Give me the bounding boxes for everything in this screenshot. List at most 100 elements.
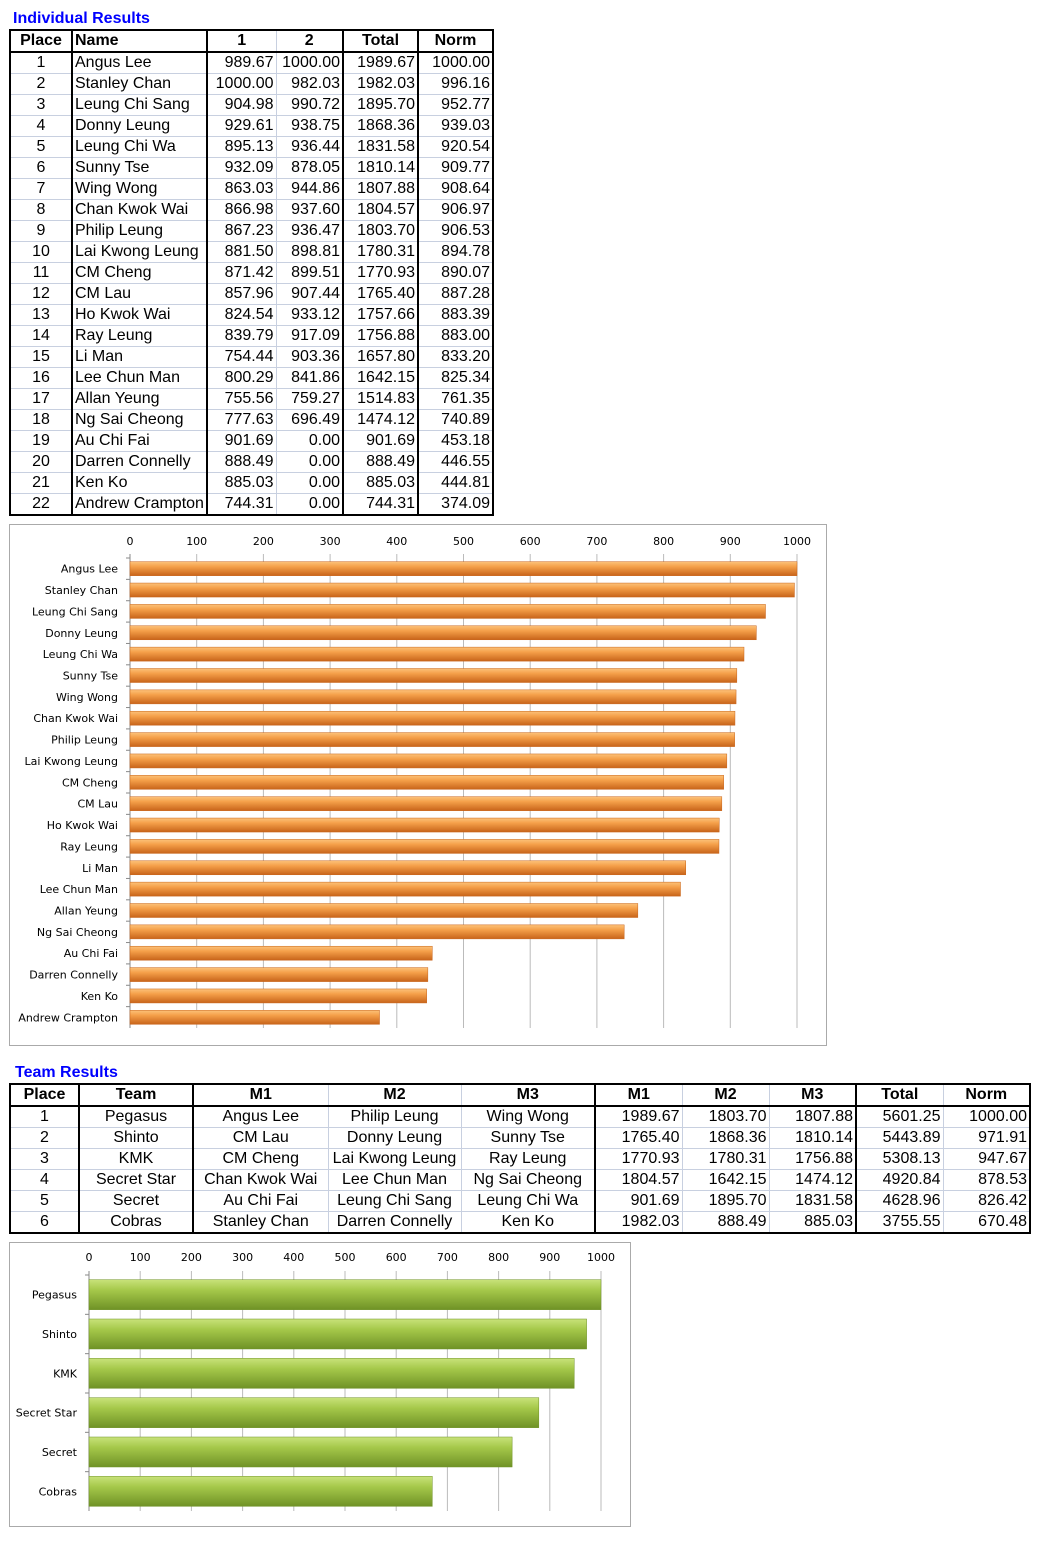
table-cell: 895.13: [206, 136, 276, 158]
table-cell: Pegasus: [78, 1106, 193, 1128]
table-cell: Stanley Chan: [71, 73, 207, 95]
table-cell: 0.00: [275, 472, 343, 494]
table-cell: Ken Ko: [460, 1211, 595, 1234]
bar: [88, 1358, 575, 1389]
table-cell: Allan Yeung: [71, 388, 207, 410]
table-row: 4 Secret Star Chan Kwok Wai Lee Chun Man Ng …: [9, 1169, 1030, 1191]
table-cell: 1982.03: [594, 1211, 682, 1234]
table-cell: 1000.00: [417, 52, 493, 74]
tick-label: 500: [335, 1251, 356, 1264]
table-cell: 22: [9, 493, 72, 516]
table-cell: 833.20: [417, 346, 493, 368]
table-cell: 1000.00: [942, 1106, 1030, 1128]
category-label: CM Lau: [77, 798, 118, 811]
table-cell: 1804.57: [594, 1169, 682, 1191]
tick-label: 900: [720, 535, 741, 548]
bar-chart-svg: 0 100 200 300 400 500 600 700 800 900 1000 Pegasus S…: [16, 1251, 615, 1511]
bar: [129, 924, 625, 940]
table-cell: Leung Chi Sang: [327, 1190, 461, 1212]
table-cell: Shinto: [78, 1127, 193, 1149]
table-cell: 20: [9, 451, 72, 473]
table-cell: Darren Connelly: [327, 1211, 461, 1234]
column-header: M1: [594, 1084, 682, 1107]
table-cell: 374.09: [417, 493, 493, 516]
table-cell: 938.75: [275, 115, 343, 137]
table-cell: 1982.03: [342, 73, 418, 95]
table-cell: Secret Star: [78, 1169, 193, 1191]
table-cell: 1780.31: [681, 1148, 769, 1170]
column-header: M3: [460, 1084, 595, 1107]
table-cell: 982.03: [275, 73, 343, 95]
bar: [129, 561, 798, 576]
table-cell: 932.09: [206, 157, 276, 179]
table-cell: 888.49: [342, 451, 418, 473]
table-cell: 18: [9, 409, 72, 431]
table-cell: 1810.14: [342, 157, 418, 179]
table-cell: 929.61: [206, 115, 276, 137]
table-row: 4 Donny Leung 929.61 938.75 1868.36 939.03: [9, 115, 493, 137]
table-cell: 2: [9, 73, 72, 95]
category-label: Angus Lee: [61, 563, 118, 576]
table-row: 10 Lai Kwong Leung 881.50 898.81 1780.31 894.…: [9, 241, 493, 263]
table-cell: 878.53: [942, 1169, 1030, 1191]
category-label: Stanley Chan: [45, 584, 118, 597]
table-cell: 937.60: [275, 199, 343, 221]
table-cell: 909.77: [417, 157, 493, 179]
tick-label: 200: [181, 1251, 202, 1264]
table-cell: 920.54: [417, 136, 493, 158]
table-row: 1 Angus Lee 989.67 1000.00 1989.67 1000.00: [9, 52, 493, 74]
table-cell: 883.00: [417, 325, 493, 347]
bar: [129, 582, 795, 598]
table-cell: Au Chi Fai: [192, 1190, 328, 1212]
column-header: M2: [681, 1084, 769, 1107]
column-header: Name: [71, 30, 207, 53]
category-label: Philip Leung: [51, 734, 118, 747]
table-cell: 759.27: [275, 388, 343, 410]
tick-label: 400: [283, 1251, 304, 1264]
category-label: Wing Wong: [56, 691, 118, 704]
table-cell: Cobras: [78, 1211, 193, 1234]
category-label: Lee Chun Man: [40, 883, 118, 896]
table-cell: 936.47: [275, 220, 343, 242]
category-label: Secret Star: [16, 1407, 78, 1420]
tick-label: 600: [520, 535, 541, 548]
table-cell: 1000.00: [275, 52, 343, 74]
table-cell: 17: [9, 388, 72, 410]
table-cell: 4: [9, 115, 72, 137]
table-cell: 740.89: [417, 409, 493, 431]
table-cell: Leung Chi Sang: [71, 94, 207, 116]
table-cell: Sunny Tse: [460, 1127, 595, 1149]
tick-label: 100: [186, 535, 207, 548]
table-cell: 1807.88: [342, 178, 418, 200]
table-cell: 744.31: [206, 493, 276, 516]
table-cell: 903.36: [275, 346, 343, 368]
tick-label: 200: [253, 535, 274, 548]
table-row: 19 Au Chi Fai 901.69 0.00 901.69 453.18: [9, 430, 493, 452]
table-cell: CM Cheng: [192, 1148, 328, 1170]
bar: [129, 625, 757, 641]
bar: [129, 604, 766, 619]
table-cell: KMK: [78, 1148, 193, 1170]
bar: [88, 1318, 587, 1350]
table-cell: 5: [9, 1190, 79, 1212]
table-cell: 947.67: [942, 1148, 1030, 1170]
bar: [129, 753, 728, 769]
table-cell: 1807.88: [768, 1106, 856, 1128]
table-cell: 761.35: [417, 388, 493, 410]
category-label: Leung Chi Wa: [43, 648, 118, 661]
table-cell: Donny Leung: [327, 1127, 461, 1149]
table-cell: 841.86: [275, 367, 343, 389]
table-row: 5 Secret Au Chi Fai Leung Chi Sang Leung Chi…: [9, 1190, 1030, 1212]
table-cell: 1000.00: [206, 73, 276, 95]
table-cell: Angus Lee: [71, 52, 207, 74]
table-cell: CM Cheng: [71, 262, 207, 284]
category-label: Andrew Crampton: [18, 1011, 118, 1024]
category-label: Lai Kwong Leung: [25, 755, 118, 768]
table-cell: 881.50: [206, 241, 276, 263]
table-cell: Wing Wong: [460, 1106, 595, 1128]
table-cell: 996.16: [417, 73, 493, 95]
table-cell: 5308.13: [855, 1148, 943, 1170]
table-cell: 446.55: [417, 451, 493, 473]
category-label: Ng Sai Cheong: [37, 926, 118, 939]
column-header: M1: [192, 1084, 328, 1107]
